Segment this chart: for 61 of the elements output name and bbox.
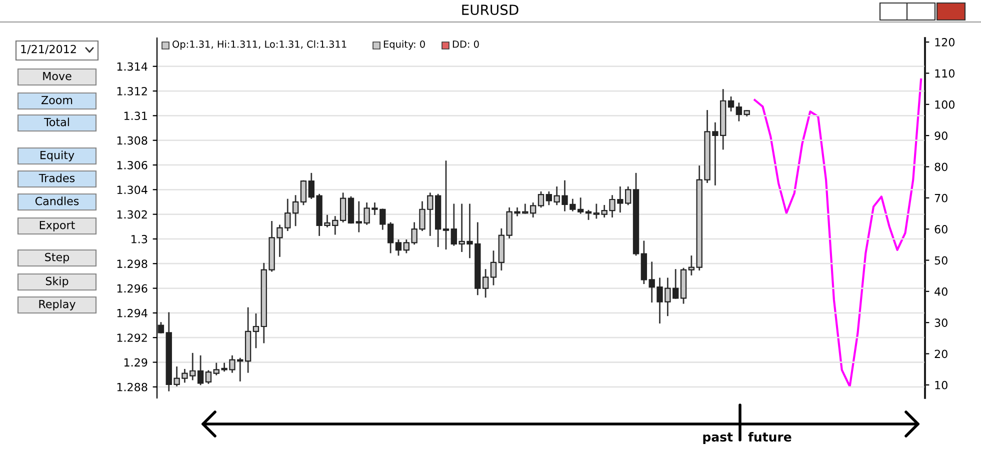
y2-tick-label: 10 <box>935 380 948 390</box>
text: past <box>703 432 733 444</box>
y2-tick-label: 40 <box>934 287 948 296</box>
y2-tick-label: 20 <box>934 350 948 358</box>
text: 1/21/2012 <box>21 44 76 54</box>
annotation: DD: 0 <box>452 40 479 48</box>
y2-tick-label: 90 <box>934 132 948 140</box>
y-tick-label: 1.306 <box>117 160 148 170</box>
text: Zoom <box>41 96 72 104</box>
annotation: Op:1.31, Hi:1.311, Lo:1.31, Cl:1.311 <box>172 40 346 50</box>
text: Export <box>40 220 75 232</box>
text: Step <box>45 252 70 264</box>
y2-tick-label: 50 <box>934 256 948 265</box>
y-tick-label: 1.298 <box>117 260 148 268</box>
y2-tick-label: 110 <box>935 69 954 78</box>
text: Trades <box>38 174 75 182</box>
text: Total <box>44 118 69 126</box>
candlestick <box>688 256 695 276</box>
y-tick-label: 1.314 <box>117 62 148 71</box>
candlestick <box>158 322 164 334</box>
candlestick <box>736 102 742 122</box>
y-tick-label: 1.312 <box>117 86 147 96</box>
y2-tick-label: 100 <box>935 100 954 109</box>
candlestick <box>395 239 402 256</box>
y-tick-label: 1.31 <box>124 112 147 120</box>
candlestick <box>728 96 734 112</box>
y-tick-label: 1.308 <box>117 136 148 145</box>
candlestick <box>197 355 204 386</box>
candlestick <box>292 195 299 226</box>
y-tick-label: 1.288 <box>117 382 148 392</box>
annotation: Equity: 0 <box>384 40 425 50</box>
text: Candles <box>35 196 79 206</box>
y-tick-label: 1.302 <box>117 210 147 219</box>
candlestick <box>538 191 544 208</box>
chart-title: EURUSD <box>462 4 518 16</box>
y-tick-label: 1.296 <box>117 284 148 293</box>
text: future <box>748 432 792 442</box>
candlestick <box>252 313 260 348</box>
candlestick <box>442 160 450 250</box>
y-tick-label: 1.304 <box>117 186 148 194</box>
y2-tick-label: 120 <box>935 38 954 46</box>
y2-tick-label: 30 <box>934 318 948 327</box>
text: Equity <box>40 150 74 162</box>
y2-tick-label: 70 <box>934 194 948 202</box>
line-series <box>754 78 922 388</box>
y2-tick-label: 80 <box>934 162 948 172</box>
candlestick <box>593 204 600 219</box>
candlestick <box>482 269 489 298</box>
text: Replay <box>39 300 76 310</box>
y2-tick-label: 60 <box>934 225 948 234</box>
candlestick <box>205 370 212 384</box>
candlestick <box>300 180 307 206</box>
y-tick-label: 1.294 <box>117 308 148 318</box>
y-tick-label: 1.292 <box>117 334 147 342</box>
candlestick <box>490 250 497 286</box>
y-tick-label: 1.29 <box>124 358 148 367</box>
candlestick <box>340 192 346 222</box>
text: Skip <box>46 276 68 288</box>
text: Move <box>43 72 72 80</box>
y-tick-label: 1.3 <box>132 234 148 244</box>
candlestick <box>387 222 394 254</box>
